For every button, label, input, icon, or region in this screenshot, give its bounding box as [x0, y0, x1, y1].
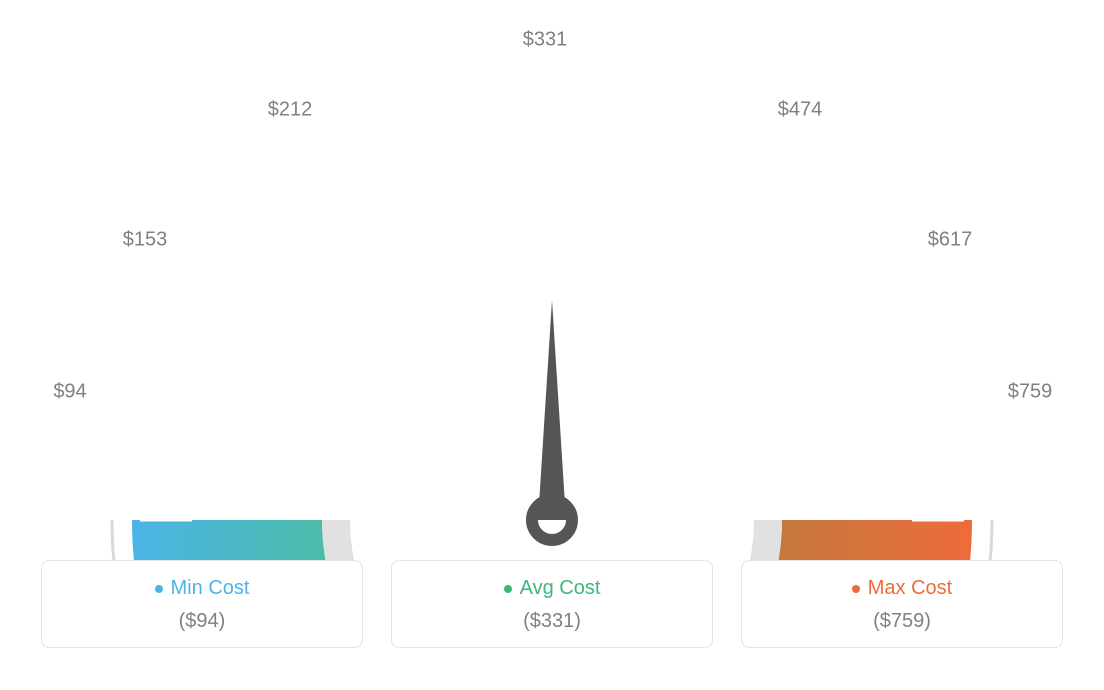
legend-card-min: Min Cost ($94)	[41, 560, 363, 648]
gauge-needle	[532, 300, 572, 540]
legend-card-max: Max Cost ($759)	[741, 560, 1063, 648]
gauge-tick-label: $759	[1008, 381, 1053, 404]
gauge-tick-label: $212	[268, 99, 313, 122]
legend-title-max: Max Cost	[852, 577, 952, 600]
legend-value: ($759)	[742, 610, 1062, 633]
gauge-tick-label: $617	[928, 229, 973, 252]
legend-dot-icon	[155, 585, 163, 593]
gauge-tick-label: $94	[53, 381, 86, 404]
legend-dot-icon	[852, 585, 860, 593]
legend-label: Max Cost	[868, 577, 952, 600]
legend-label: Min Cost	[171, 577, 250, 600]
legend-card-avg: Avg Cost ($331)	[391, 560, 713, 648]
legend-value: ($94)	[42, 610, 362, 633]
gauge-chart: $94 $153 $212 $331 $474 $617 $759	[0, 0, 1104, 560]
legend-value: ($331)	[392, 610, 712, 633]
legend-title-min: Min Cost	[155, 577, 250, 600]
legend-row: Min Cost ($94) Avg Cost ($331) Max Cost …	[0, 560, 1104, 648]
gauge-tick-label: $474	[778, 99, 823, 122]
legend-title-avg: Avg Cost	[504, 577, 601, 600]
legend-label: Avg Cost	[520, 577, 601, 600]
legend-dot-icon	[504, 585, 512, 593]
gauge-svg	[0, 0, 1104, 560]
gauge-tick-label: $153	[123, 229, 168, 252]
gauge-tick-label: $331	[523, 29, 568, 52]
